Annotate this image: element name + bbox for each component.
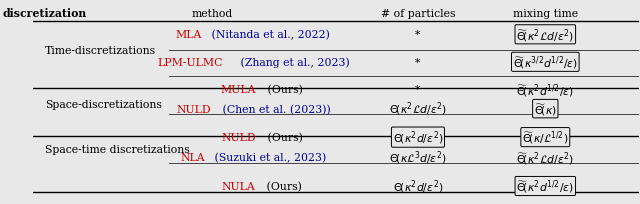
Text: NLA: NLA xyxy=(181,153,205,163)
Text: mixing time: mixing time xyxy=(513,9,578,19)
Text: $\Theta\!\left(\kappa^2 d/\epsilon^2\right)$: $\Theta\!\left(\kappa^2 d/\epsilon^2\rig… xyxy=(393,177,443,195)
Text: # of particles: # of particles xyxy=(381,9,455,19)
Text: $\widetilde{\Theta}\!\left(\kappa\right)$: $\widetilde{\Theta}\!\left(\kappa\right)… xyxy=(534,101,557,117)
Text: MLA: MLA xyxy=(176,30,202,40)
Text: $\widetilde{\Theta}\!\left(\kappa^2 d^{1/2}/\epsilon\right)$: $\widetilde{\Theta}\!\left(\kappa^2 d^{1… xyxy=(516,82,574,98)
Text: $\widetilde{\Theta}\!\left(\kappa^2 d^{1/2}/\epsilon\right)$: $\widetilde{\Theta}\!\left(\kappa^2 d^{1… xyxy=(516,178,574,194)
Text: (Nitanda et al., 2022): (Nitanda et al., 2022) xyxy=(208,30,330,40)
Text: (Zhang et al., 2023): (Zhang et al., 2023) xyxy=(237,57,350,68)
Text: NULD: NULD xyxy=(221,132,256,142)
Text: $\Theta\!\left(\kappa^2 d/\epsilon^2\right)$: $\Theta\!\left(\kappa^2 d/\epsilon^2\rig… xyxy=(393,129,443,146)
Text: (Suzuki et al., 2023): (Suzuki et al., 2023) xyxy=(211,153,326,163)
Text: NULA: NULA xyxy=(222,181,255,191)
Text: (Ours): (Ours) xyxy=(263,181,302,191)
Text: (Ours): (Ours) xyxy=(264,85,303,95)
Text: $\Theta\!\left(\kappa^2 \mathcal{L} d/\epsilon^2\right)$: $\Theta\!\left(\kappa^2 \mathcal{L} d/\e… xyxy=(389,100,447,118)
Text: Space-time discretizations: Space-time discretizations xyxy=(45,145,189,155)
Text: MULA: MULA xyxy=(221,85,257,95)
Text: LPM-ULMC: LPM-ULMC xyxy=(157,58,223,68)
Text: $\widetilde{\Theta}\!\left(\kappa^{3/2} d^{1/2}/\epsilon\right)$: $\widetilde{\Theta}\!\left(\kappa^{3/2} … xyxy=(513,54,578,71)
Text: discretization: discretization xyxy=(3,8,87,19)
Text: *: * xyxy=(415,30,420,40)
Text: $\widetilde{\Theta}\!\left(\kappa/\mathcal{L}^{1/2}\right)$: $\widetilde{\Theta}\!\left(\kappa/\mathc… xyxy=(522,129,568,146)
Text: $\Theta\!\left(\kappa \mathcal{L}^3 d/\epsilon^2\right)$: $\Theta\!\left(\kappa \mathcal{L}^3 d/\e… xyxy=(389,149,447,166)
Text: method: method xyxy=(191,9,232,19)
Text: Space-discretizations: Space-discretizations xyxy=(45,99,162,109)
Text: *: * xyxy=(415,58,420,68)
Text: (Ours): (Ours) xyxy=(264,132,303,143)
Text: (Chen et al. (2023)): (Chen et al. (2023)) xyxy=(219,104,331,114)
Text: $\widetilde{\Theta}\!\left(\kappa^2 \mathcal{L} d/\epsilon^2\right)$: $\widetilde{\Theta}\!\left(\kappa^2 \mat… xyxy=(516,27,574,43)
Text: NULD: NULD xyxy=(177,104,211,114)
Text: $\widetilde{\Theta}\!\left(\kappa^2 \mathcal{L} d/\epsilon^2\right)$: $\widetilde{\Theta}\!\left(\kappa^2 \mat… xyxy=(516,150,574,166)
Text: Time-discretizations: Time-discretizations xyxy=(45,45,156,55)
Text: *: * xyxy=(415,85,420,95)
